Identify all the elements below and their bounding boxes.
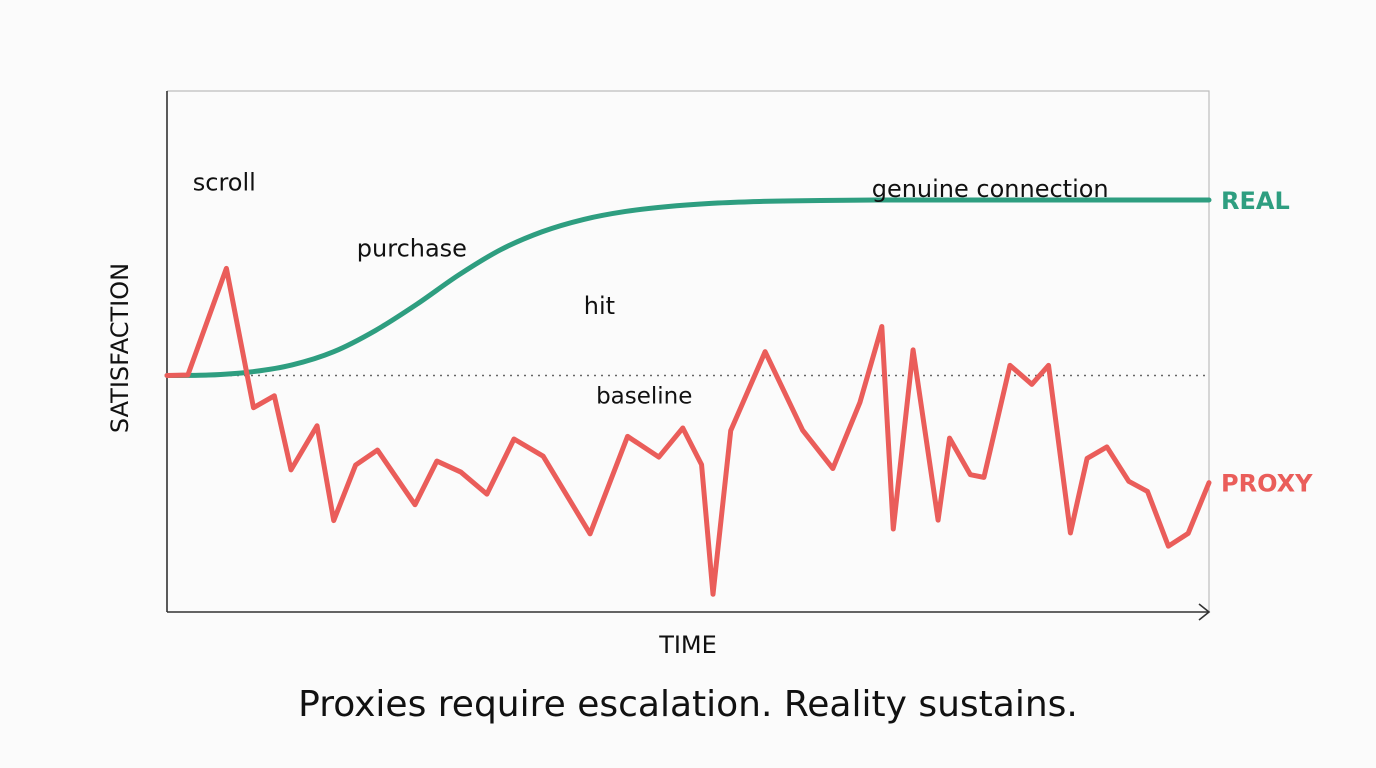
annotation-hit: hit [584, 292, 615, 320]
chart: baseline REAL PROXY scroll purchase hit genu… [106, 90, 1313, 659]
annotation-genuine-connection: genuine connection [872, 175, 1109, 203]
proxy-line [164, 265, 1212, 597]
chart-caption: Proxies require escalation. Reality sust… [298, 684, 1078, 725]
annotation-scroll: scroll [193, 168, 256, 196]
annotations-group: scroll purchase hit genuine connection [193, 168, 1109, 319]
plot-border [167, 90, 1210, 612]
baseline-group: baseline [167, 374, 1209, 410]
x-axis-label: TIME [658, 631, 717, 659]
y-axis-label: SATISFACTION [106, 263, 134, 433]
annotation-purchase: purchase [357, 234, 467, 262]
plot-frame [166, 90, 1211, 621]
series-group: REAL PROXY [164, 187, 1313, 597]
proxy-series-label: PROXY [1221, 470, 1313, 498]
real-line [164, 197, 1212, 378]
baseline-label: baseline [596, 384, 692, 410]
real-series-label: REAL [1221, 187, 1290, 215]
x-axis-arrow [1198, 603, 1211, 621]
